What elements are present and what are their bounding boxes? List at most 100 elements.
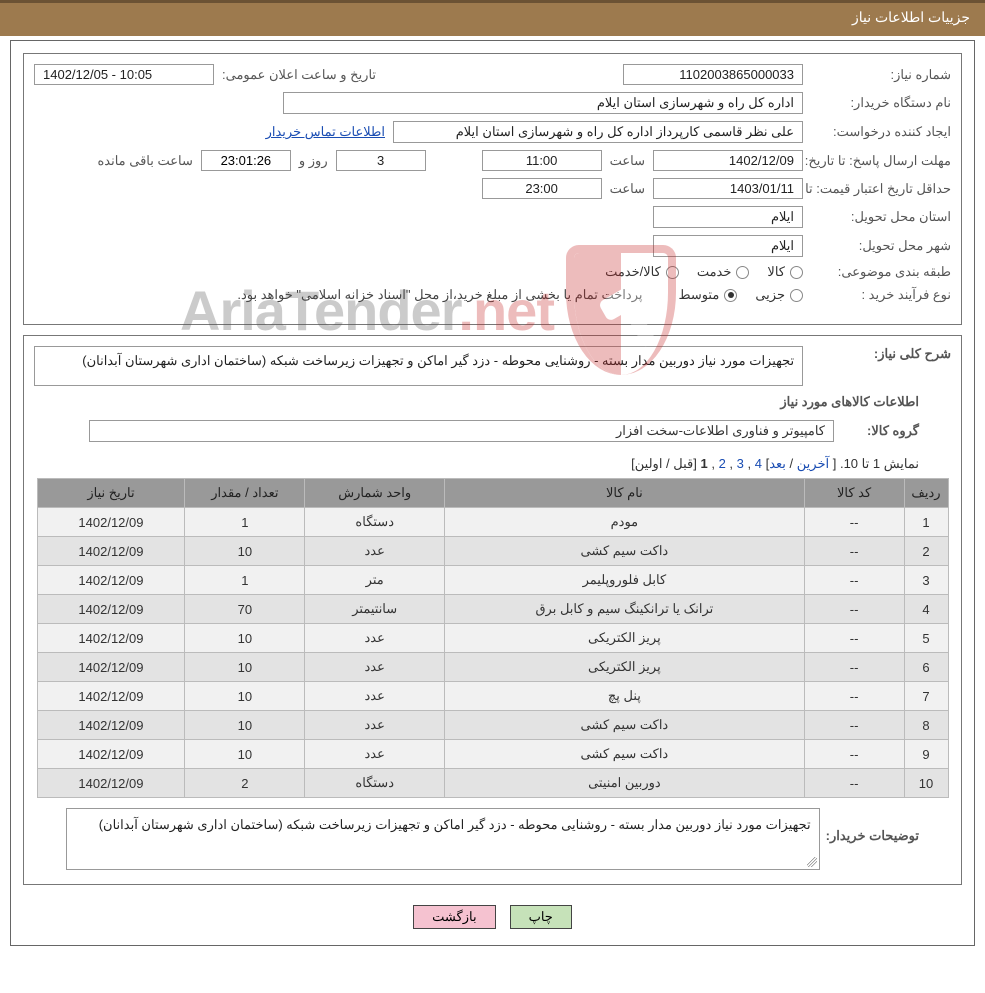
- remaining-label: ساعت باقی مانده: [97, 153, 192, 169]
- table-cell: 2: [904, 537, 948, 566]
- radio-service[interactable]: [736, 266, 749, 279]
- table-cell: 10: [904, 769, 948, 798]
- general-desc-value: تجهیزات مورد نیاز دوربین مدار بسته - روش…: [34, 346, 803, 386]
- table-row: 3--کابل فلوروپلیمرمتر11402/12/09: [37, 566, 948, 595]
- table-cell: 7: [904, 682, 948, 711]
- need-no-label: شماره نیاز:: [811, 67, 951, 83]
- items-section-title: اطلاعات کالاهای مورد نیاز: [66, 394, 919, 410]
- table-cell: عدد: [305, 711, 445, 740]
- table-cell: --: [804, 595, 904, 624]
- page-header: جزییات اطلاعات نیاز: [0, 0, 985, 36]
- print-button[interactable]: چاپ: [510, 905, 572, 929]
- table-cell: 1402/12/09: [37, 624, 185, 653]
- table-cell: --: [804, 508, 904, 537]
- time-label-1: ساعت: [610, 153, 645, 169]
- general-desc-label: شرح کلی نیاز:: [811, 346, 951, 362]
- table-cell: 8: [904, 711, 948, 740]
- table-cell: 1402/12/09: [37, 566, 185, 595]
- table-cell: --: [804, 624, 904, 653]
- table-cell: 2: [185, 769, 305, 798]
- table-cell: 4: [904, 595, 948, 624]
- deadline1-label: مهلت ارسال پاسخ: تا تاریخ:: [811, 153, 951, 169]
- table-row: 1--مودمدستگاه11402/12/09: [37, 508, 948, 537]
- pager-page-4[interactable]: 4: [755, 456, 762, 471]
- table-header: ردیف: [904, 479, 948, 508]
- radio-medium-label: متوسط: [678, 287, 719, 303]
- items-box: شرح کلی نیاز: تجهیزات مورد نیاز دوربین م…: [23, 335, 962, 885]
- buyer-notes-label: توضیحات خریدار:: [826, 808, 919, 844]
- radio-goods-service-label: کالا/خدمت: [605, 264, 661, 280]
- table-cell: 1402/12/09: [37, 682, 185, 711]
- details-box: شماره نیاز: 1102003865000033 تاریخ و ساع…: [23, 53, 962, 325]
- table-cell: عدد: [305, 624, 445, 653]
- table-row: 5--پریز الکتریکیعدد101402/12/09: [37, 624, 948, 653]
- radio-partial[interactable]: [790, 289, 803, 302]
- table-cell: 1: [904, 508, 948, 537]
- table-cell: پریز الکتریکی: [445, 624, 805, 653]
- radio-partial-label: جزیی: [755, 287, 785, 303]
- table-cell: 10: [185, 537, 305, 566]
- pager-page-2[interactable]: 2: [719, 456, 726, 471]
- table-cell: دوربین امنیتی: [445, 769, 805, 798]
- table-cell: 1402/12/09: [37, 653, 185, 682]
- category-radio-group: کالا خدمت کالا/خدمت: [605, 264, 803, 280]
- purchase-type-radio-group: جزیی متوسط: [678, 287, 803, 303]
- buyer-org-label: نام دستگاه خریدار:: [811, 95, 951, 111]
- deadline1-days: 3: [336, 150, 426, 171]
- table-cell: 10: [185, 624, 305, 653]
- table-cell: 1402/12/09: [37, 740, 185, 769]
- table-header: نام کالا: [445, 479, 805, 508]
- table-cell: عدد: [305, 537, 445, 566]
- table-cell: عدد: [305, 682, 445, 711]
- pager-last-link[interactable]: آخرین: [797, 456, 829, 471]
- table-cell: --: [804, 769, 904, 798]
- delivery-province-label: استان محل تحویل:: [811, 209, 951, 225]
- delivery-city-label: شهر محل تحویل:: [811, 238, 951, 254]
- deadline2-time: 23:00: [482, 178, 602, 199]
- resize-handle-icon[interactable]: [807, 857, 817, 867]
- radio-goods[interactable]: [790, 266, 803, 279]
- back-button[interactable]: بازگشت: [413, 905, 495, 929]
- buyer-contact-link[interactable]: اطلاعات تماس خریدار: [266, 124, 385, 140]
- radio-medium[interactable]: [724, 289, 737, 302]
- table-cell: 10: [185, 711, 305, 740]
- table-cell: 1402/12/09: [37, 537, 185, 566]
- table-cell: 3: [904, 566, 948, 595]
- announce-dt-value: 1402/12/05 - 10:05: [34, 64, 214, 85]
- table-cell: --: [804, 537, 904, 566]
- table-cell: سانتیمتر: [305, 595, 445, 624]
- table-cell: 1402/12/09: [37, 711, 185, 740]
- radio-goods-service[interactable]: [666, 266, 679, 279]
- table-cell: 1402/12/09: [37, 769, 185, 798]
- table-cell: 6: [904, 653, 948, 682]
- pager-next-link[interactable]: بعد: [769, 456, 786, 471]
- radio-goods-label: کالا: [767, 264, 785, 280]
- page-title: جزییات اطلاعات نیاز: [852, 9, 970, 25]
- table-cell: 10: [185, 740, 305, 769]
- pager-page-3[interactable]: 3: [737, 456, 744, 471]
- table-cell: ترانک یا ترانکینگ سیم و کابل برق: [445, 595, 805, 624]
- table-header: واحد شمارش: [305, 479, 445, 508]
- goods-group-label: گروه کالا:: [844, 423, 919, 439]
- announce-dt-label: تاریخ و ساعت اعلان عمومی:: [222, 67, 376, 83]
- purchase-type-label: نوع فرآیند خرید :: [811, 287, 951, 303]
- table-cell: --: [804, 711, 904, 740]
- table-cell: عدد: [305, 740, 445, 769]
- table-cell: 5: [904, 624, 948, 653]
- table-cell: دستگاه: [305, 508, 445, 537]
- requester-value: علی نظر قاسمی کارپرداز اداره کل راه و شه…: [393, 121, 803, 143]
- table-cell: کابل فلوروپلیمر: [445, 566, 805, 595]
- pager-prev-first: [قبل / اولین]: [631, 456, 697, 471]
- table-cell: عدد: [305, 653, 445, 682]
- pager: نمایش 1 تا 10. [ آخرین / بعد] 4 , 3 , 2 …: [66, 456, 919, 472]
- deadline1-timer: 23:01:26: [201, 150, 291, 171]
- table-cell: مودم: [445, 508, 805, 537]
- table-row: 6--پریز الکتریکیعدد101402/12/09: [37, 653, 948, 682]
- table-cell: متر: [305, 566, 445, 595]
- goods-group-value: کامپیوتر و فناوری اطلاعات-سخت افزار: [89, 420, 834, 442]
- requester-label: ایجاد کننده درخواست:: [811, 124, 951, 140]
- table-cell: 1: [185, 508, 305, 537]
- table-cell: --: [804, 740, 904, 769]
- deadline2-date: 1403/01/11: [653, 178, 803, 199]
- table-cell: 1402/12/09: [37, 595, 185, 624]
